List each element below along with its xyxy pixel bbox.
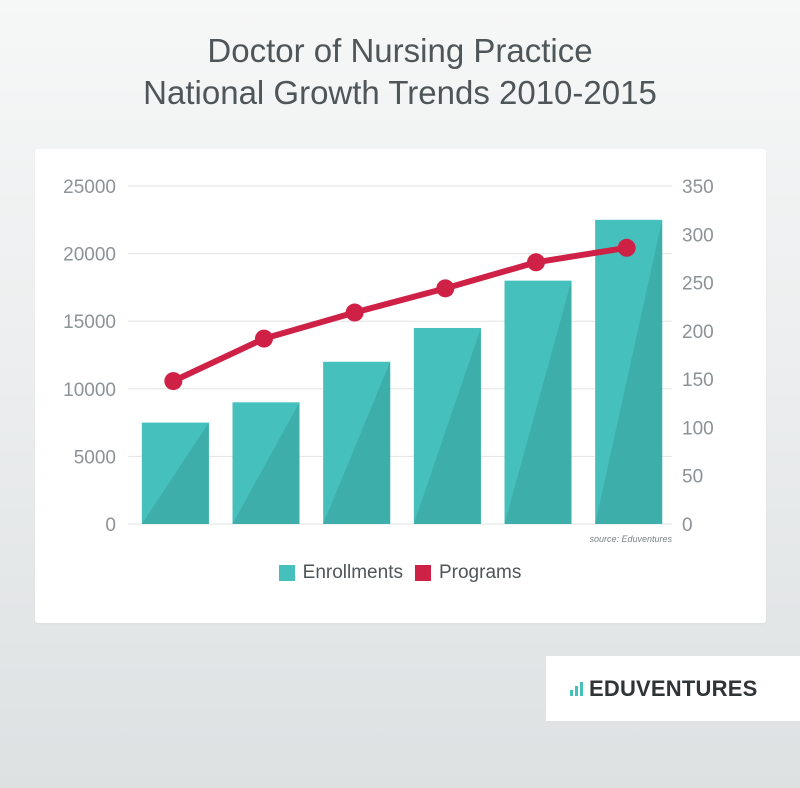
left-tick-label: 20000 — [63, 245, 116, 266]
legend-item-programs: Programs — [414, 562, 522, 584]
left-tick-label: 25000 — [63, 177, 116, 198]
right-tick-label: 200 — [682, 322, 714, 343]
right-tick-label: 250 — [682, 274, 714, 295]
legend-swatch-enrollments — [278, 565, 295, 581]
source-note: source: Eduventures — [589, 534, 672, 544]
chart-title-line1: Doctor of Nursing Practice — [207, 32, 593, 69]
logo-text: EDUVENTURES — [589, 675, 758, 701]
enrollment-bars — [141, 219, 663, 525]
enrollment-bar-shade — [504, 280, 572, 524]
right-tick-label: 100 — [682, 418, 714, 439]
right-axis: 350 300 250 200 150 100 50 0 — [682, 177, 714, 536]
legend-label-enrollments: Enrollments — [302, 562, 403, 583]
left-tick-label: 10000 — [63, 380, 116, 401]
enrollment-bar-shade — [141, 422, 209, 524]
chart-title-line2: National Growth Trends 2010-2015 — [143, 74, 657, 111]
programs-point — [617, 238, 636, 257]
chart-title: Doctor of Nursing Practice National Grow… — [0, 30, 800, 114]
left-tick-label: 5000 — [74, 447, 116, 468]
programs-point — [345, 303, 364, 322]
left-tick-label: 15000 — [63, 312, 116, 333]
programs-point — [436, 279, 455, 298]
enrollment-bar-shade — [232, 402, 300, 524]
logo-bars-icon — [570, 681, 583, 696]
enrollment-bar-shade — [595, 219, 663, 525]
right-tick-label: 150 — [682, 370, 714, 391]
enrollment-bar-shade — [413, 327, 481, 524]
programs-line — [164, 238, 636, 391]
right-tick-label: 300 — [682, 225, 714, 246]
right-tick-label: 50 — [682, 467, 703, 488]
legend-swatch-programs — [414, 565, 431, 581]
gridlines — [128, 185, 672, 525]
programs-point — [527, 253, 545, 272]
left-axis: 25000 20000 15000 10000 5000 0 — [63, 177, 116, 536]
programs-line-path — [170, 244, 630, 385]
legend-item-enrollments: Enrollments — [278, 562, 403, 584]
logo-box: EDUVENTURES — [546, 656, 800, 721]
programs-point — [255, 329, 273, 348]
right-tick-label: 0 — [682, 515, 693, 536]
programs-point — [164, 372, 183, 391]
enrollment-bar-shade — [323, 361, 391, 524]
right-tick-label: 350 — [682, 177, 714, 198]
legend-label-programs: Programs — [438, 562, 522, 583]
left-tick-label: 0 — [105, 515, 116, 536]
legend: Enrollments Programs — [0, 562, 800, 584]
logo: EDUVENTURES — [570, 656, 757, 721]
